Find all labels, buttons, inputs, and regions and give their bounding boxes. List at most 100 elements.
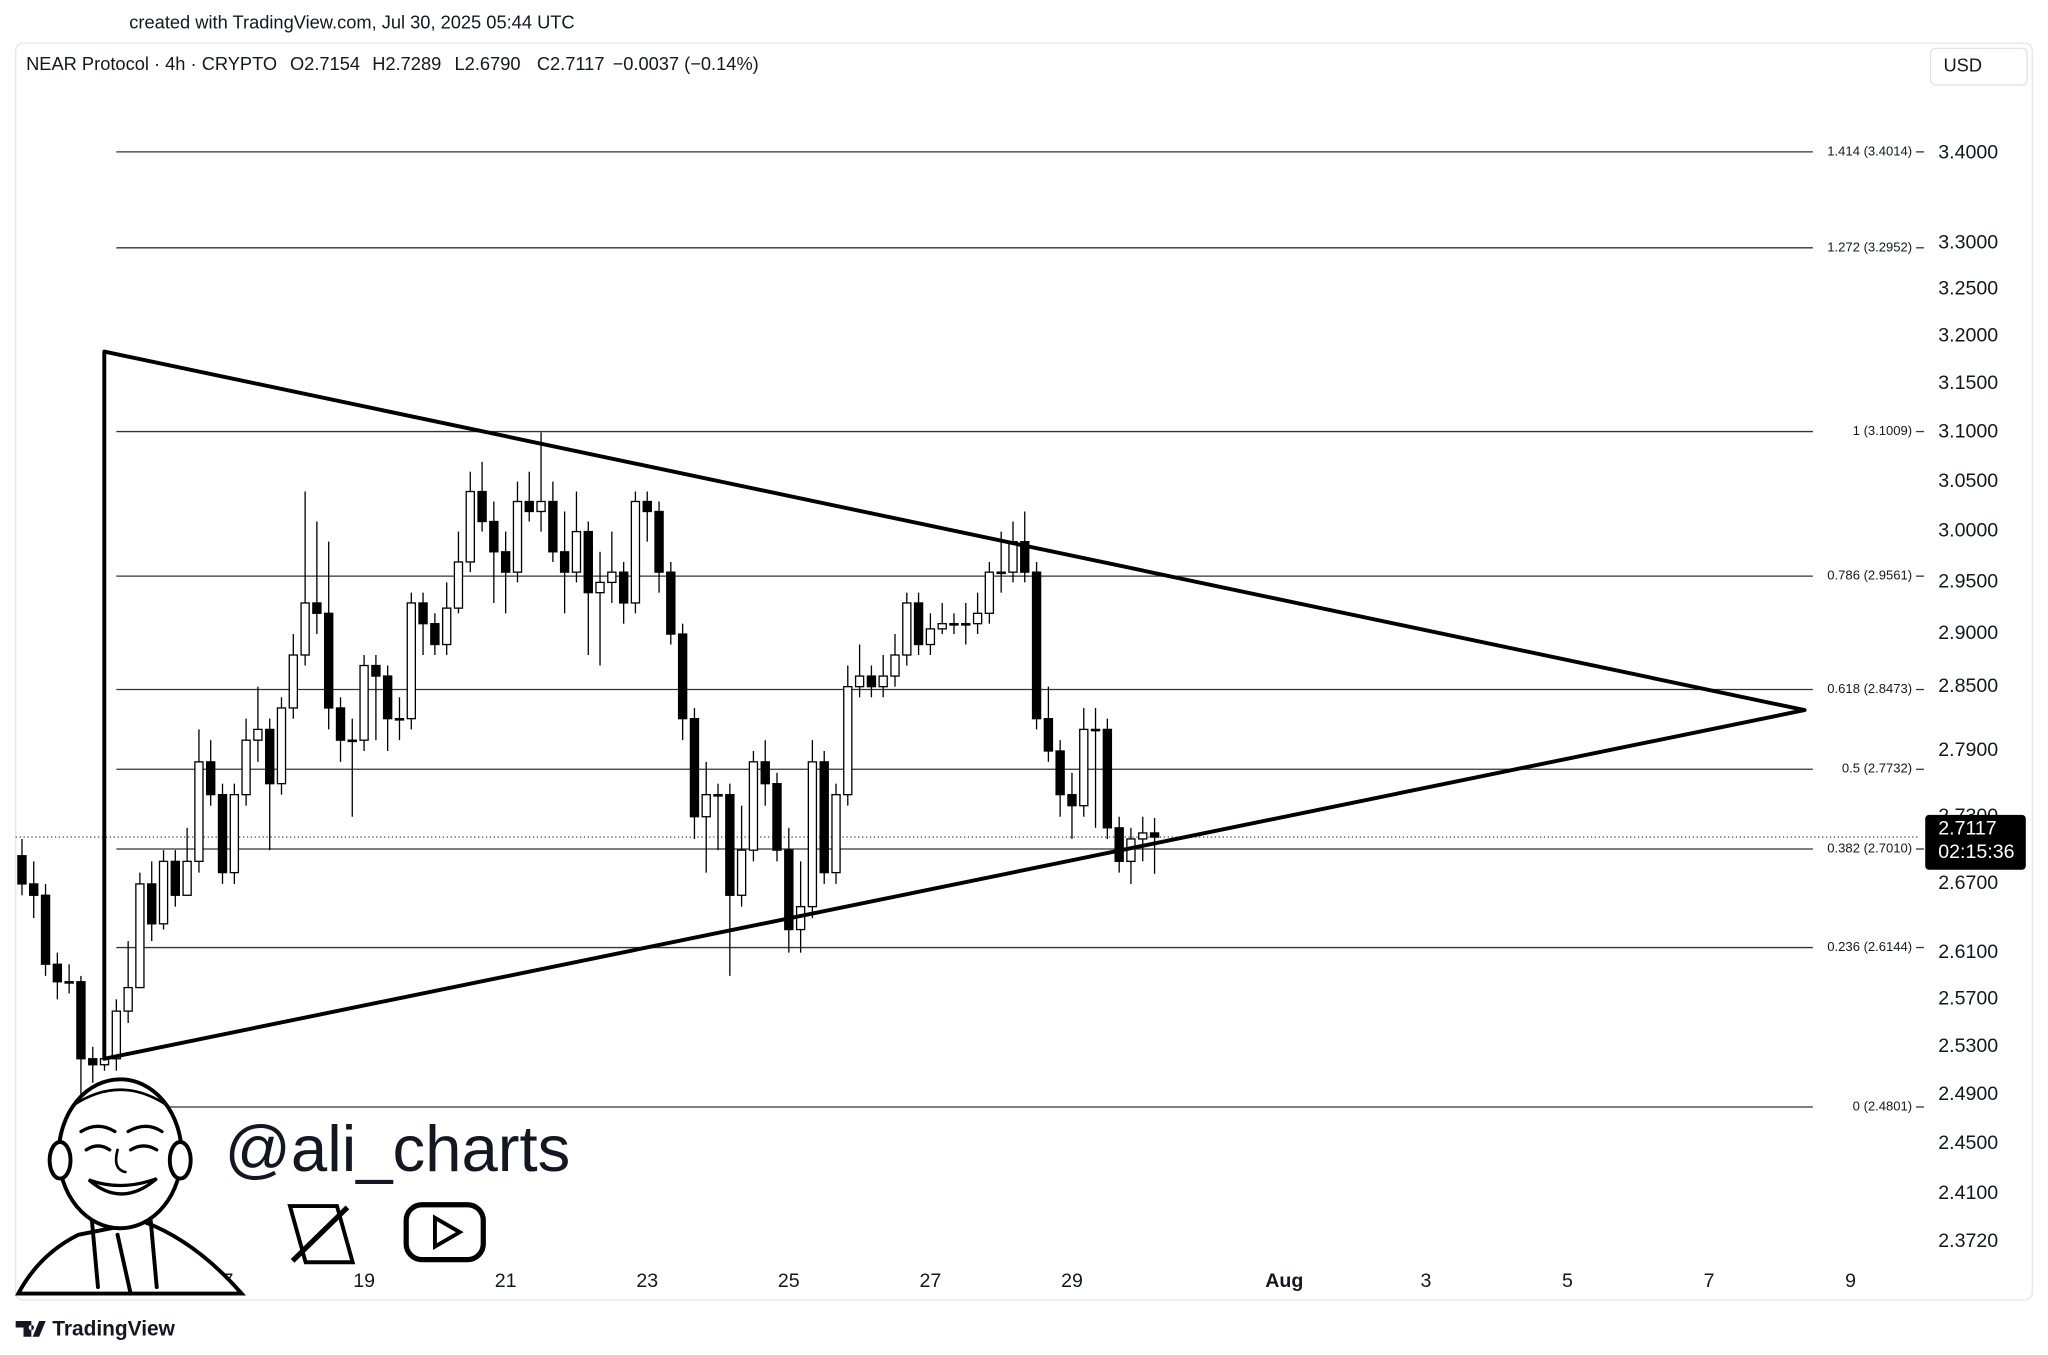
candle-body <box>158 860 169 925</box>
candle-body <box>135 883 145 989</box>
x-tick-label: 9 <box>1845 1270 1856 1292</box>
avatar-eyes <box>79 1124 164 1152</box>
candle-body <box>701 794 711 818</box>
candle-body <box>583 530 593 594</box>
currency-button[interactable] <box>1929 47 2028 86</box>
change: −0.0037 (−0.14%) <box>613 53 759 74</box>
candle-body <box>866 675 877 688</box>
y-tick-label: 2.7900 <box>1938 739 1998 761</box>
x-tick-label: 23 <box>636 1270 658 1292</box>
candle-body <box>736 849 747 896</box>
candle-body <box>630 500 641 604</box>
x-tick-label: 7 <box>1704 1270 1715 1292</box>
candle-body <box>713 794 723 797</box>
candle-body <box>477 490 487 523</box>
y-tick-label: 3.0000 <box>1938 520 1998 542</box>
candle-body <box>961 623 971 626</box>
candle-body <box>571 530 582 573</box>
youtube-play <box>432 1214 464 1250</box>
chart-frame <box>15 42 2033 1301</box>
candle-body <box>489 520 499 553</box>
y-tick-label: 2.5300 <box>1938 1035 1998 1057</box>
candle-body <box>607 571 617 584</box>
candle-body <box>217 794 228 874</box>
candle-body <box>1020 541 1030 573</box>
candle-body <box>418 602 428 625</box>
y-tick-label: 2.4900 <box>1938 1083 1998 1105</box>
candle-body <box>831 794 841 874</box>
currency[interactable]: USD <box>1944 54 1983 75</box>
candle-body <box>430 623 440 646</box>
candle-body <box>111 1010 122 1060</box>
y-tick-label: 2.4100 <box>1938 1182 1998 1204</box>
y-tick-label: 2.9500 <box>1938 571 1998 593</box>
candle-body <box>312 602 322 614</box>
x-tick-label: 21 <box>495 1270 517 1292</box>
candle-body <box>1055 750 1065 796</box>
candle-body <box>1102 728 1113 829</box>
y-tick-label: 3.1500 <box>1938 372 1998 394</box>
candle-body <box>559 551 570 573</box>
candle-body <box>642 500 652 513</box>
candle-body <box>913 602 924 646</box>
fib-label: 1 (3.1009) <box>1853 423 1912 438</box>
candle-body <box>937 623 947 630</box>
x-tick-label: 19 <box>353 1270 375 1292</box>
avatar-ear <box>167 1140 193 1181</box>
candle-body <box>784 849 794 931</box>
candle-body <box>654 510 664 573</box>
candle-body <box>760 761 770 785</box>
candle-body <box>772 783 782 851</box>
candle-body <box>677 633 688 720</box>
y-tick-label: 2.6700 <box>1938 872 1998 894</box>
candle-body <box>76 981 86 1060</box>
candle-body <box>548 500 558 553</box>
candle-body <box>902 602 912 656</box>
candle-body <box>1149 832 1160 838</box>
y-tick-label: 2.8500 <box>1938 675 1998 697</box>
brand: TradingView <box>52 1318 175 1341</box>
candle-body <box>1031 571 1042 720</box>
candle-body <box>748 761 759 851</box>
x-logo <box>287 1204 356 1265</box>
y-tick-label: 2.4500 <box>1938 1132 1998 1154</box>
candle-body <box>972 612 983 625</box>
candle-body <box>453 561 464 609</box>
candle-body <box>666 571 676 635</box>
candle-body <box>1090 728 1101 732</box>
candle-body <box>371 664 381 677</box>
watermark-handle: @ali_charts <box>225 1112 571 1185</box>
tradingview-logo: TradingView <box>15 1318 176 1341</box>
x-tick-label: Aug <box>1265 1270 1303 1292</box>
candle-body <box>182 860 192 896</box>
candle-body <box>147 883 157 925</box>
y-tick-label: 3.2000 <box>1938 325 1998 347</box>
candle-body <box>878 675 888 688</box>
candle-body <box>382 675 393 720</box>
countdown: 02:15:36 <box>1938 841 2014 863</box>
triangle-pattern <box>102 349 1807 1061</box>
fib-label: 1.414 (3.4014) <box>1827 143 1912 158</box>
x-tick-label: 25 <box>778 1270 800 1292</box>
candle-body <box>925 628 936 646</box>
fib-label: 0.5 (2.7732) <box>1842 761 1912 776</box>
y-tick-label: 3.2500 <box>1938 278 1998 300</box>
candle-body <box>241 739 251 796</box>
candle-body <box>1079 728 1089 807</box>
avatar-ear <box>47 1140 73 1181</box>
x-logo-slash <box>290 1205 350 1263</box>
candle-body <box>335 707 346 741</box>
candle-body <box>205 761 216 796</box>
candle-body <box>406 602 417 720</box>
candle-body <box>1114 827 1124 863</box>
x-tick-label: 5 <box>1562 1270 1573 1292</box>
candle-body <box>265 728 275 785</box>
candle-body <box>229 794 240 874</box>
candle-body <box>1043 718 1054 752</box>
candle-body <box>512 500 523 573</box>
candle-body <box>29 883 39 896</box>
avatar-brow <box>71 1088 169 1107</box>
avatar-nose <box>114 1148 127 1174</box>
avatar <box>15 1077 246 1296</box>
